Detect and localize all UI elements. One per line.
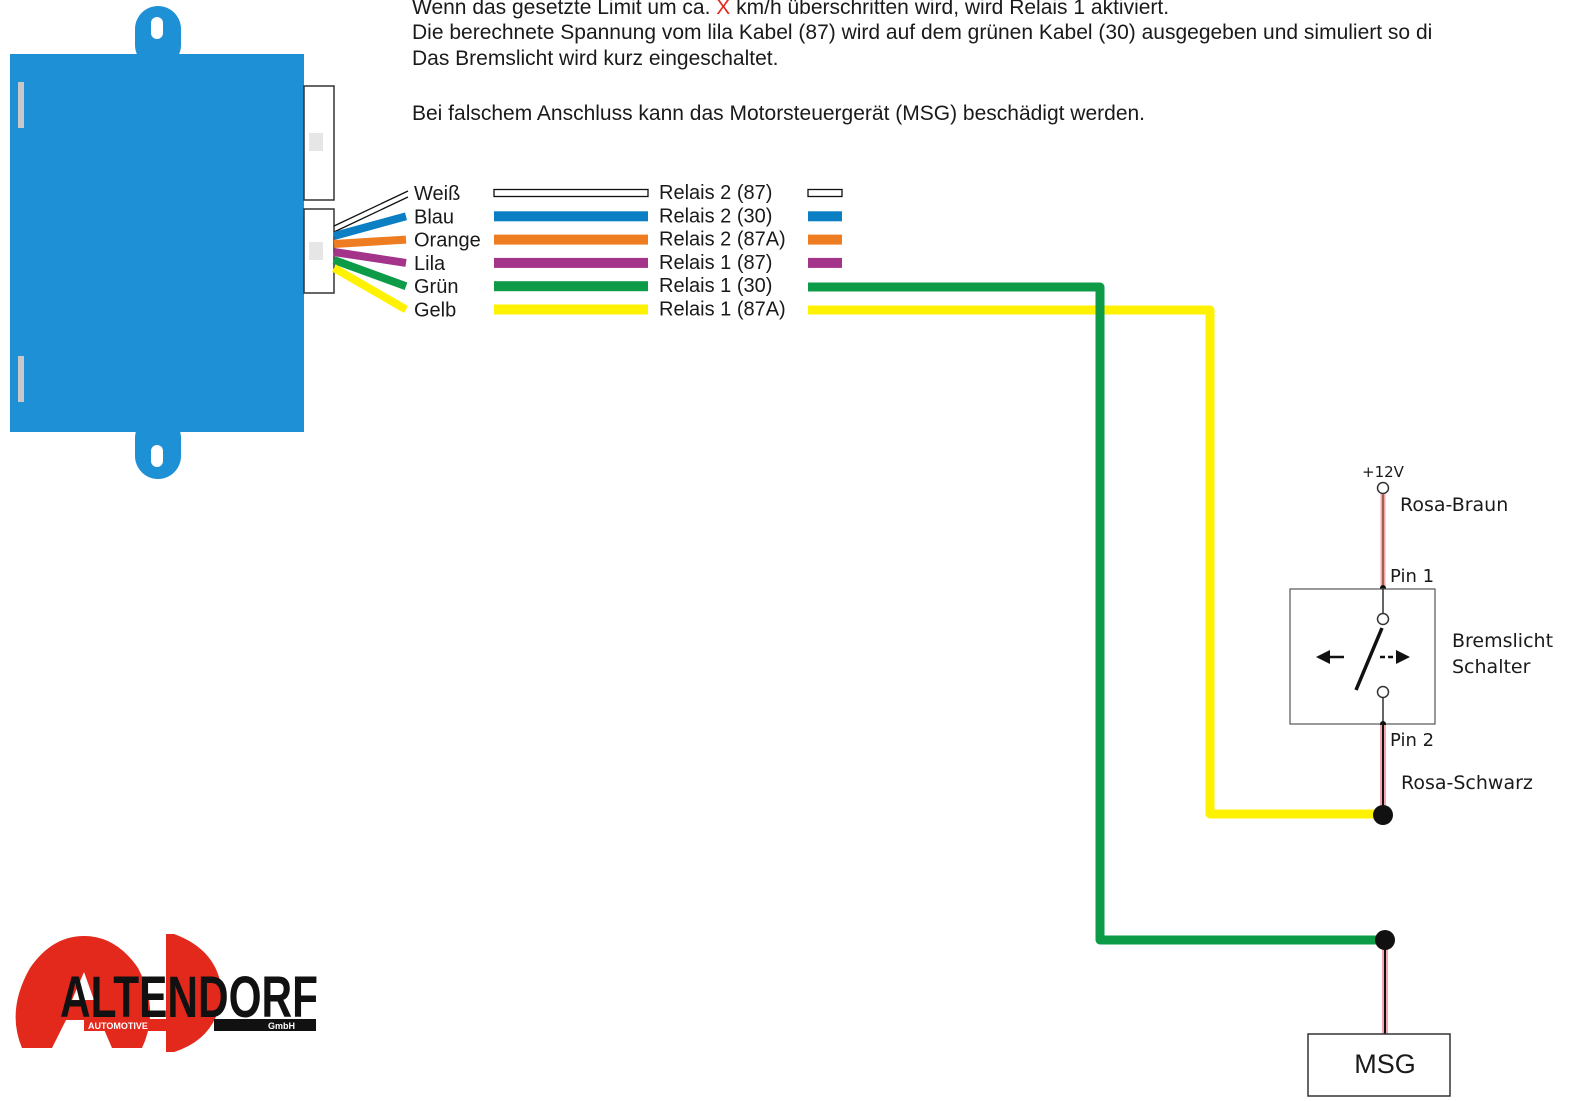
- connector-lower-pin: [309, 242, 323, 260]
- wire-color-label: Orange: [414, 230, 481, 252]
- logo-bar-right: [214, 1019, 316, 1031]
- switch-label-line1: Bremslicht: [1452, 630, 1553, 652]
- module-clip-top: [18, 82, 24, 128]
- wire-bar: [494, 211, 648, 222]
- wire-bar: [494, 281, 648, 292]
- wire-label-top: Rosa-Braun: [1400, 494, 1508, 516]
- wire-legend: Weiß Relais 2 (87) Blau Relais 2 (30) Orange…: [414, 182, 843, 322]
- pin1-label: Pin 1: [1390, 566, 1434, 587]
- wire-label-bottom: Rosa-Schwarz: [1401, 772, 1533, 794]
- arrow-left-head-icon: [1316, 650, 1330, 664]
- wire-bar: [494, 234, 648, 245]
- wire-relay-label: Relais 1 (87A): [659, 299, 786, 321]
- module-clip-bottom: [18, 356, 24, 402]
- fan-wire-0-edge-a: [333, 190, 409, 227]
- switch-label-line2: Schalter: [1452, 656, 1531, 678]
- fan-wire-2: [333, 235, 407, 248]
- logo-bar-left: [84, 1019, 172, 1031]
- logo-wordmark: ALTENDORF: [60, 965, 318, 1030]
- wire-relay-label: Relais 2 (87A): [659, 229, 786, 251]
- fan-wire-5: [332, 264, 408, 313]
- junction-yellow: [1373, 805, 1393, 825]
- msg-box: [1307, 1033, 1451, 1097]
- wire-swatch: [808, 211, 842, 222]
- wire-relay-label: Relais 1 (30): [659, 275, 772, 297]
- fan-wire-0-edge-b: [333, 196, 409, 233]
- logo-sub-left: AUTOMOTIVE: [88, 1021, 148, 1031]
- wire-color-label: Grün: [414, 276, 458, 298]
- mount-hole-bottom: [151, 445, 163, 467]
- switch-blade: [1354, 627, 1384, 691]
- wire-bar: [494, 257, 648, 268]
- arrow-right-head-icon: [1396, 650, 1410, 664]
- connector-upper-pin: [309, 133, 323, 151]
- supply-label: +12V: [1362, 463, 1405, 481]
- module-body: [10, 54, 304, 432]
- supply-terminal: [1376, 481, 1390, 495]
- fan-wire-3: [333, 248, 407, 267]
- intro-line-2: Die berechnete Spannung vom lila Kabel (…: [412, 21, 1432, 44]
- pin2-label: Pin 2: [1390, 730, 1434, 751]
- intro-line-1: Wenn das gesetzte Limit um ca. X km/h üb…: [412, 0, 1169, 19]
- switch-box: [1289, 588, 1436, 725]
- wire-color-label: Gelb: [414, 300, 456, 322]
- fan-wire-1: [332, 212, 408, 240]
- logo-sub-right: GmbH: [268, 1021, 295, 1031]
- logo-d-icon: [166, 934, 222, 1052]
- intro-text: Wenn das gesetzte Limit um ca. X km/h üb…: [412, 0, 1432, 125]
- mount-hole-top: [151, 17, 163, 39]
- wire-swatch: [807, 188, 843, 198]
- wire-bar: [493, 188, 649, 198]
- wire-color-label: Blau: [414, 206, 454, 228]
- switch-contact-bottom: [1376, 685, 1390, 699]
- msg-label: MSG: [1354, 1049, 1416, 1079]
- wire-bar: [494, 304, 648, 315]
- wire-color-label: Weiß: [414, 183, 460, 205]
- wire-color-label: Lila: [414, 253, 446, 275]
- wire-gelb-route: [808, 305, 1383, 819]
- control-module: [10, 6, 335, 479]
- routed-wires: [808, 282, 1385, 945]
- wire-fanout: [332, 190, 409, 313]
- wire-relay-label: Relais 2 (30): [659, 205, 772, 227]
- switch-contact-top: [1376, 612, 1390, 626]
- msg-unit: MSG: [1307, 930, 1451, 1097]
- junction-green: [1375, 930, 1395, 950]
- warning-text: Bei falschem Anschluss kann das Motorste…: [412, 102, 1145, 125]
- wire-swatch: [808, 257, 842, 268]
- intro-line-3: Das Bremslicht wird kurz eingeschaltet.: [412, 47, 778, 70]
- wire-swatch: [808, 234, 842, 245]
- altendorf-logo: ALTENDORF AUTOMOTIVE GmbH: [15, 934, 318, 1052]
- brake-light-switch: +12V Rosa-Braun Pin 1 Bremslicht Schalte…: [1289, 463, 1553, 825]
- wire-gruen-route: [808, 282, 1385, 945]
- wire-relay-label: Relais 2 (87): [659, 182, 772, 204]
- fan-wire-4: [332, 256, 408, 290]
- wire-relay-label: Relais 1 (87): [659, 252, 772, 274]
